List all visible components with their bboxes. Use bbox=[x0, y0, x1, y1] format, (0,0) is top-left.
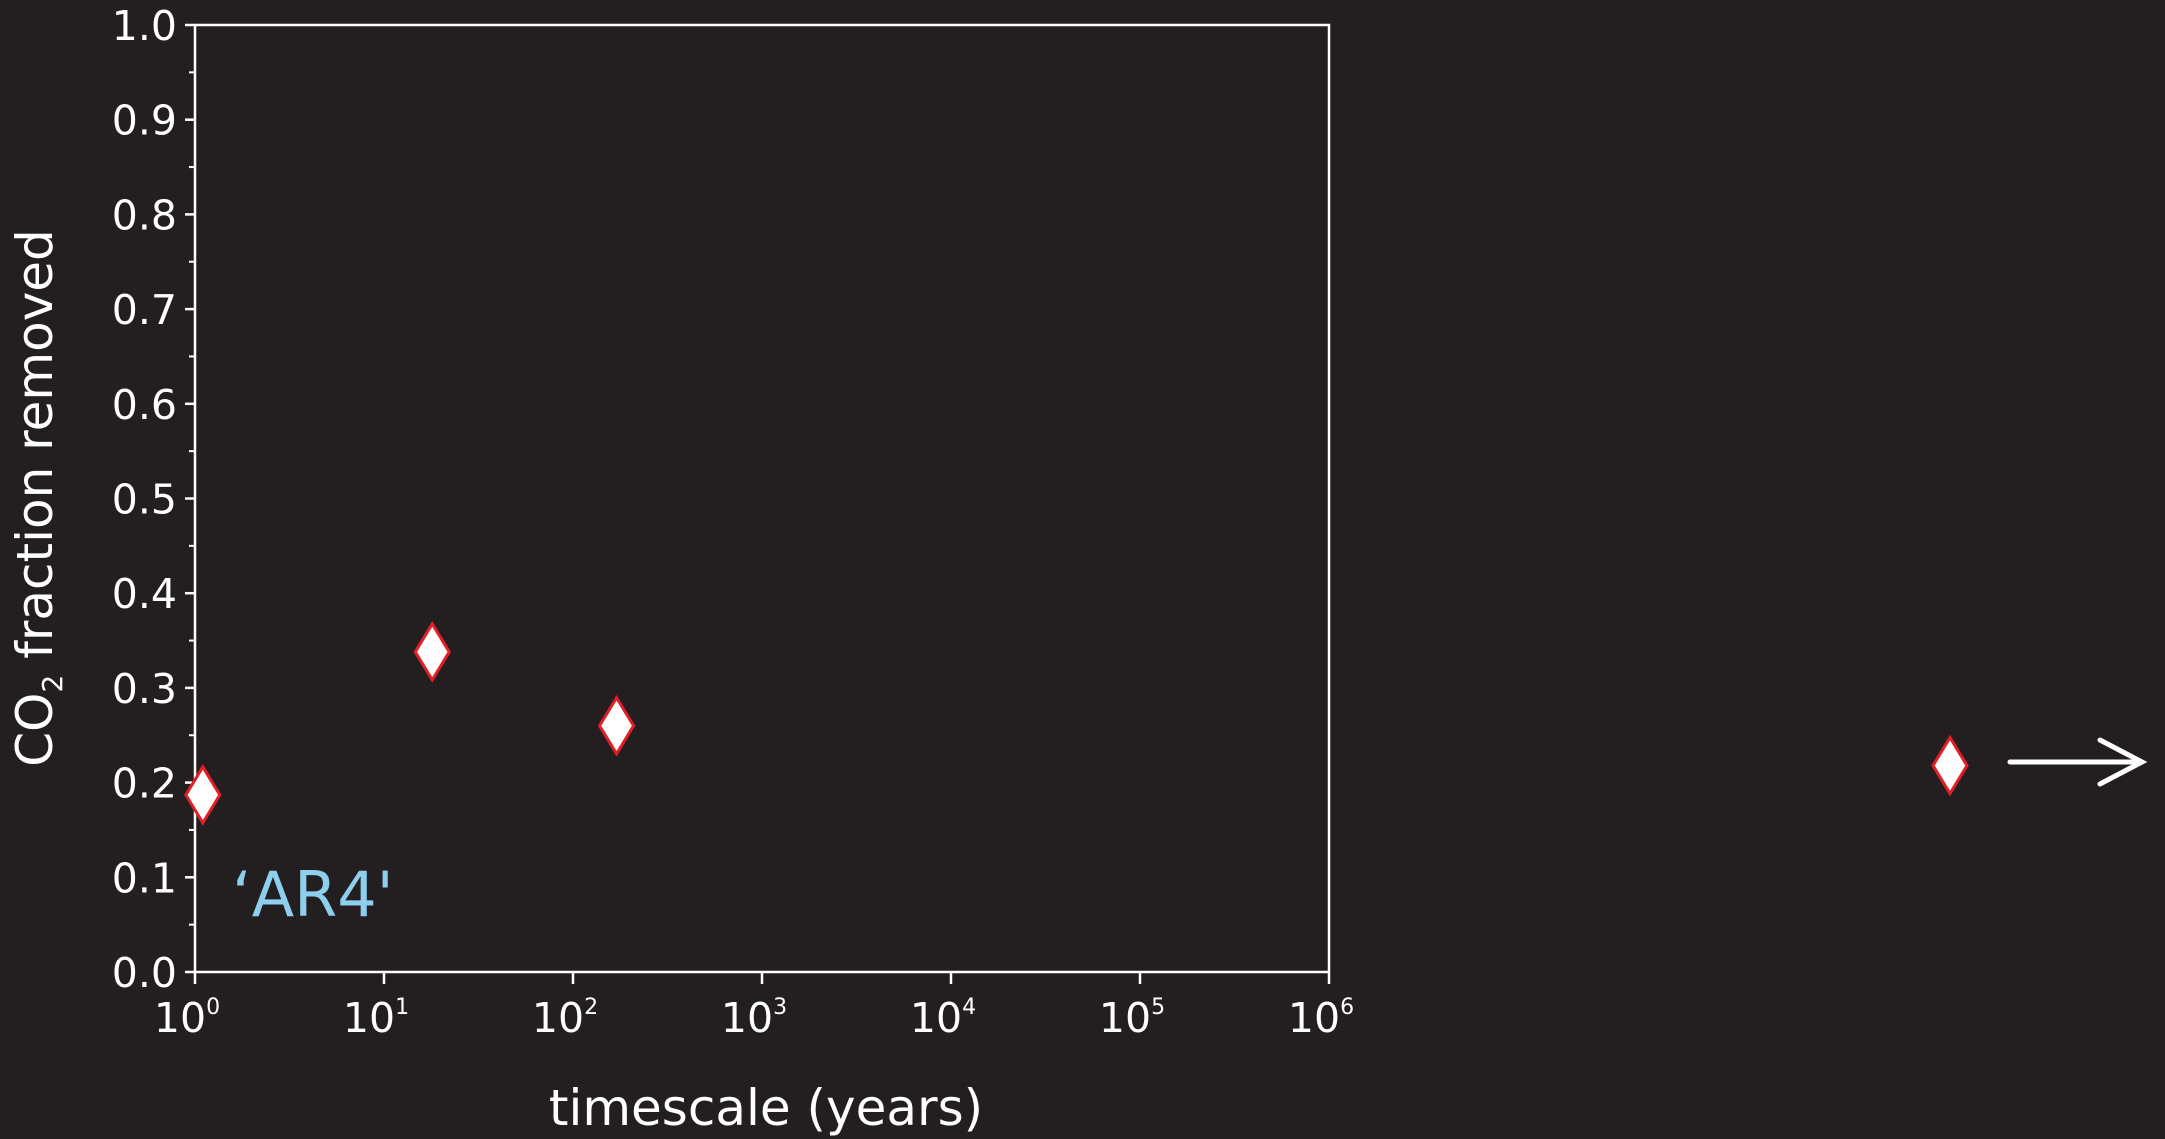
x-axis-ticks bbox=[193, 972, 1331, 984]
ar4-annotation: ‘AR4' bbox=[232, 858, 394, 931]
y-axis-title-suffix: fraction removed bbox=[6, 229, 64, 674]
x-tick-label: 100 bbox=[154, 994, 220, 1042]
data-point bbox=[184, 764, 222, 826]
x-tick-label: 102 bbox=[532, 994, 598, 1042]
y-tick-label: 0.2 bbox=[112, 760, 177, 808]
y-tick-label: 0.1 bbox=[112, 854, 177, 902]
y-tick-label: 1.0 bbox=[112, 2, 177, 50]
right-arrow-icon bbox=[2007, 737, 2148, 787]
y-axis-title: CO2 fraction removed bbox=[6, 229, 69, 767]
x-tick-label: 106 bbox=[1288, 994, 1354, 1042]
x-axis-tick-labels: 100 101 102 103 104 105 106 bbox=[154, 994, 1354, 1042]
y-tick-label: 0.4 bbox=[112, 570, 177, 618]
y-tick-label: 0.0 bbox=[112, 949, 177, 997]
y-axis-ticks bbox=[185, 23, 195, 974]
y-axis-tick-labels: 0.0 0.1 0.2 0.3 0.4 0.5 0.6 0.7 0.8 0.9 1.0 bbox=[112, 2, 177, 997]
offscale-data-point bbox=[1931, 734, 1969, 797]
y-tick-label: 0.3 bbox=[112, 665, 177, 713]
data-point bbox=[413, 621, 452, 683]
y-tick-label: 0.8 bbox=[112, 191, 177, 239]
x-tick-label: 104 bbox=[910, 994, 976, 1042]
data-point bbox=[597, 694, 636, 757]
x-tick-label: 103 bbox=[721, 994, 787, 1042]
x-axis-title: timescale (years) bbox=[549, 1079, 983, 1137]
y-tick-label: 0.5 bbox=[112, 476, 177, 524]
x-tick-label: 105 bbox=[1099, 994, 1165, 1042]
x-tick-label: 101 bbox=[343, 994, 409, 1042]
y-axis-title-prefix: CO bbox=[6, 693, 64, 767]
y-tick-label: 0.6 bbox=[112, 381, 177, 429]
y-tick-label: 0.7 bbox=[112, 286, 177, 334]
y-axis-title-subscript: 2 bbox=[36, 675, 69, 693]
plot-frame bbox=[193, 23, 1331, 974]
y-tick-label: 0.9 bbox=[112, 97, 177, 145]
data-points bbox=[184, 621, 636, 826]
